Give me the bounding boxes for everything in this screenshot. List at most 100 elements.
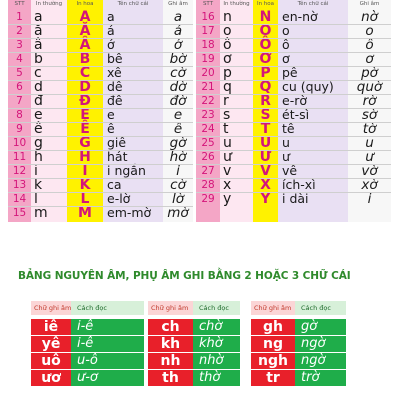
alphabet-table-right: STT 16 17 18 19 20 21 22 23 24 25 26 27 28 29 In thườ…	[196, 0, 391, 222]
cell-ten: ư	[282, 149, 290, 164]
cell-ten: cu (quy)	[282, 79, 334, 94]
row-divider	[67, 24, 103, 25]
cell-ghiam: i	[176, 163, 180, 179]
combo-letter: yê	[31, 336, 71, 352]
cell-ten: xê	[107, 65, 122, 80]
combo-letter: ươ	[31, 370, 71, 386]
cell-ten: i dài	[282, 191, 309, 206]
row-divider	[31, 178, 67, 179]
cell-ten: e-rờ	[282, 93, 307, 108]
row-divider	[163, 192, 193, 193]
cell-thuong: s	[223, 107, 231, 123]
cell-thuong: e	[34, 107, 43, 123]
cell-thuong: l	[34, 191, 38, 207]
row-divider	[163, 66, 193, 67]
row-divider	[196, 80, 220, 81]
cell-thuong: p	[223, 65, 232, 81]
cell-thuong: u	[223, 135, 232, 151]
combo-reading: gờ	[295, 319, 346, 335]
row-divider	[220, 192, 253, 193]
cell-hoa: A	[79, 9, 91, 25]
row-divider	[220, 150, 253, 151]
cell-ten: e-lờ	[107, 191, 131, 206]
cell-ghiam: ê	[173, 121, 183, 137]
row-divider	[348, 52, 391, 53]
cell-stt: 29	[201, 193, 215, 205]
row-divider	[163, 150, 193, 151]
cell-thuong: đ	[34, 93, 43, 109]
row-divider	[253, 122, 278, 123]
row-divider	[8, 206, 31, 207]
cell-ghiam: dờ	[169, 79, 187, 95]
row-divider	[163, 206, 193, 207]
row-divider	[163, 52, 193, 53]
row-divider	[163, 136, 193, 137]
column-header: Ghi âm	[359, 1, 380, 7]
cell-stt: 13	[12, 179, 27, 191]
cell-ten: ô	[282, 37, 290, 52]
row-divider	[253, 80, 278, 81]
cell-ten: đê	[107, 93, 123, 108]
combo-letter: kh	[148, 336, 193, 352]
cell-ten: giê	[107, 135, 127, 150]
row-divider	[348, 38, 391, 39]
row-divider	[31, 192, 67, 193]
row-divider	[196, 94, 220, 95]
row-divider	[278, 24, 348, 25]
row-divider	[196, 122, 220, 123]
cell-hoa: Ư	[259, 149, 272, 165]
header-chu-ghi-am: Chữ ghi âm	[148, 301, 193, 315]
row-divider	[67, 108, 103, 109]
cell-stt: 22	[201, 95, 215, 107]
cell-ghiam: pờ	[361, 65, 378, 81]
cell-hoa: S	[260, 107, 271, 123]
row-divider	[67, 38, 103, 39]
cell-stt: 3	[16, 39, 23, 51]
cell-ten: ca	[107, 177, 122, 192]
row-divider	[31, 66, 67, 67]
row-divider	[163, 108, 193, 109]
row-divider	[278, 150, 348, 151]
cell-hoa: K	[79, 177, 91, 193]
cell-ten: o	[282, 23, 290, 38]
row-divider	[278, 136, 348, 137]
combo-letter: nh	[148, 353, 193, 369]
cell-ghiam: ư	[365, 149, 374, 165]
column-header: Tên chữ cái	[297, 1, 329, 7]
column-header: In hoa	[76, 1, 94, 7]
row-divider	[31, 150, 67, 151]
row-divider	[8, 136, 31, 137]
cell-thuong: m	[34, 205, 48, 221]
cell-ghiam: quờ	[356, 79, 383, 95]
row-divider	[103, 122, 163, 123]
cell-thuong: h	[34, 149, 43, 165]
cell-hoa: B	[79, 51, 91, 67]
cell-ghiam: rờ	[362, 93, 377, 109]
cell-thuong: â	[34, 37, 43, 53]
row-divider	[348, 192, 391, 193]
cell-ghiam: tờ	[362, 121, 377, 137]
column-header: In thường	[223, 1, 250, 7]
cell-hoa: P	[260, 65, 271, 81]
row-divider	[348, 24, 391, 25]
cell-thuong: d	[34, 79, 43, 95]
cell-stt: 1	[16, 11, 23, 23]
cell-thuong: b	[34, 51, 43, 67]
cell-thuong: n	[223, 9, 232, 25]
row-divider	[8, 80, 31, 81]
row-divider	[31, 108, 67, 109]
cell-ghiam: đờ	[169, 93, 187, 109]
cell-hoa: L	[80, 191, 90, 207]
row-divider	[253, 136, 278, 137]
row-divider	[348, 66, 391, 67]
row-divider	[31, 136, 67, 137]
row-divider	[220, 164, 253, 165]
row-divider	[8, 122, 31, 123]
combo-letter: ng	[251, 336, 295, 352]
cell-stt: 16	[201, 11, 215, 23]
cell-ten: u	[282, 135, 290, 150]
cell-ten: i ngắn	[107, 163, 146, 178]
cell-thuong: ư	[223, 149, 232, 165]
row-divider	[253, 178, 278, 179]
row-divider	[103, 136, 163, 137]
